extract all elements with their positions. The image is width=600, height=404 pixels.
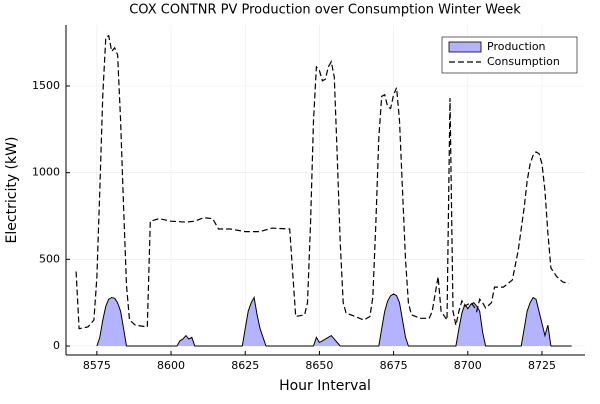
legend-swatch xyxy=(448,41,482,53)
y-tick-label: 1000 xyxy=(32,166,60,179)
legend-label: Production xyxy=(487,40,546,53)
y-tick-label: 0 xyxy=(53,339,60,352)
y-axis-label: Electricity (kW) xyxy=(4,137,20,244)
consumption-line xyxy=(75,34,569,330)
x-tick-label: 8650 xyxy=(305,359,333,372)
x-tick-label: 8625 xyxy=(231,359,259,372)
chart-title: COX CONTNR PV Production over Consumptio… xyxy=(129,3,521,18)
x-tick-label: 8600 xyxy=(157,359,185,372)
y-tick-label: 1500 xyxy=(32,79,60,92)
x-axis-label: Hour Interval xyxy=(279,378,371,394)
x-tick-label: 8700 xyxy=(454,359,482,372)
x-tick-label: 8725 xyxy=(528,359,556,372)
y-tick-label: 500 xyxy=(39,252,60,265)
legend-label: Consumption xyxy=(487,55,560,68)
production-area xyxy=(96,293,572,347)
x-tick-label: 8575 xyxy=(83,359,111,372)
x-tick-label: 8675 xyxy=(380,359,408,372)
